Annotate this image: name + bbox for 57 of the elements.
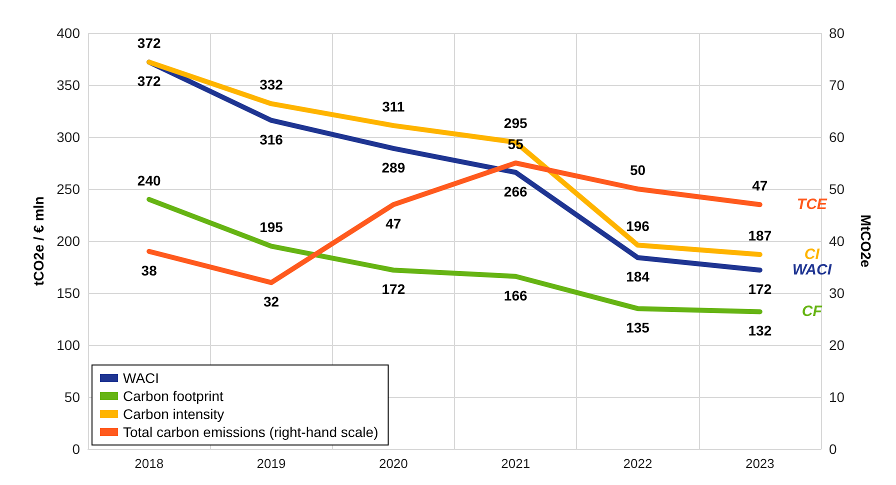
data-label: 135 [626, 320, 650, 336]
y-tick-label: 250 [56, 181, 80, 197]
annotation: TCE [796, 196, 828, 214]
y-tick-label: 350 [56, 77, 80, 93]
y-tick-label: 300 [56, 129, 80, 145]
y2-tick-label: 70 [829, 77, 845, 93]
y-axis-title: tCO2e / € mln [30, 196, 47, 286]
y2-axis-title: MtCO2e [858, 214, 874, 268]
data-label: 47 [386, 216, 402, 232]
data-label: 172 [748, 281, 772, 298]
data-label: 195 [260, 219, 284, 236]
x-tick-label: 2022 [623, 456, 652, 471]
data-label: 132 [748, 322, 772, 339]
y2-tick-label: 10 [829, 389, 845, 405]
y2-tick-label: 0 [829, 441, 837, 457]
data-label: 332 [260, 76, 284, 93]
data-label: 32 [263, 294, 280, 310]
y2-tick-label: 40 [829, 233, 845, 249]
y-tick-label: 150 [56, 285, 80, 301]
data-label: 372 [137, 35, 161, 52]
data-label: 311 [382, 98, 405, 115]
data-label: 184 [626, 268, 650, 285]
annotation: CI [804, 246, 820, 264]
data-label: 187 [748, 228, 772, 244]
y2-tick-label: 60 [829, 129, 845, 145]
data-label: 166 [504, 287, 528, 304]
legend-label: Carbon footprint [123, 388, 224, 404]
data-label: 266 [504, 183, 528, 200]
x-tick-label: 2020 [378, 456, 408, 471]
data-label: 196 [626, 218, 650, 234]
y-tick-label: 200 [56, 233, 80, 249]
data-label: 316 [260, 131, 284, 148]
y2-tick-label: 30 [829, 285, 845, 301]
data-label: 50 [630, 162, 646, 178]
data-label: 240 [137, 172, 161, 188]
y2-tick-label: 80 [829, 25, 845, 41]
annotation: CF [802, 303, 823, 320]
y2-tick-label: 50 [829, 181, 845, 197]
data-label: 172 [382, 281, 406, 298]
y2-tick-label: 20 [829, 337, 845, 353]
annotation: WACI [792, 262, 832, 279]
legend-label: Carbon intensity [123, 406, 224, 422]
x-tick-label: 2019 [256, 456, 286, 471]
data-label: 295 [504, 115, 528, 132]
data-label: 289 [382, 159, 406, 176]
legend-label: WACI [123, 370, 160, 386]
y-tick-label: 400 [56, 25, 80, 41]
y-tick-label: 100 [56, 337, 80, 353]
data-label: 38 [141, 262, 158, 278]
data-label: 47 [752, 178, 768, 194]
data-label: 372 [137, 73, 161, 90]
y-tick-label: 0 [72, 441, 80, 457]
legend-label: Total carbon emissions (right-hand scale) [123, 424, 378, 440]
x-tick-label: 2021 [501, 456, 530, 471]
y-tick-label: 50 [64, 389, 80, 405]
x-tick-label: 2023 [745, 456, 774, 471]
x-tick-label: 2018 [134, 456, 164, 471]
